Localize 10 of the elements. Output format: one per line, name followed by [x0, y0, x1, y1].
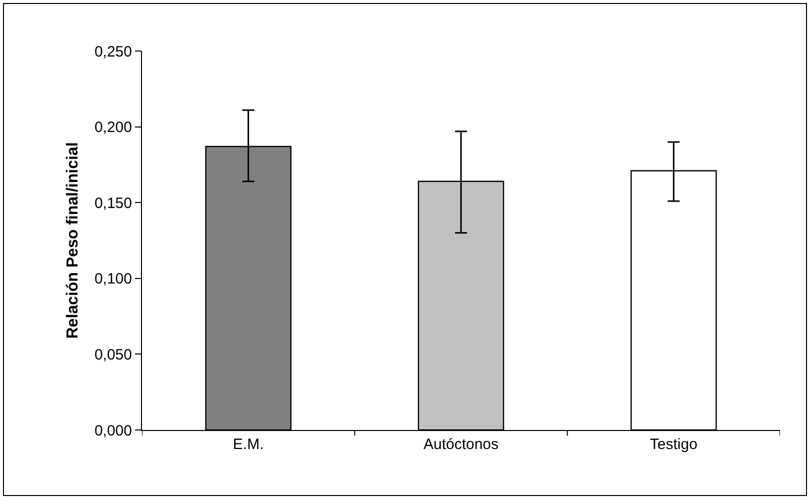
y-tick-label: 0,100 — [94, 270, 132, 288]
y-tick-label: 0,150 — [94, 194, 132, 212]
y-tick-label: 0,250 — [94, 43, 132, 60]
y-tick-label: 0,000 — [94, 422, 132, 440]
y-tick-label: 0,050 — [94, 346, 132, 364]
x-tick-label: E.M. — [232, 436, 264, 453]
x-tick-label: Testigo — [650, 436, 698, 453]
x-tick-label: Autóctonos — [423, 436, 499, 453]
y-tick-label: 0,200 — [94, 119, 132, 136]
y-axis-title: Relación Peso final/inicial — [64, 142, 82, 339]
